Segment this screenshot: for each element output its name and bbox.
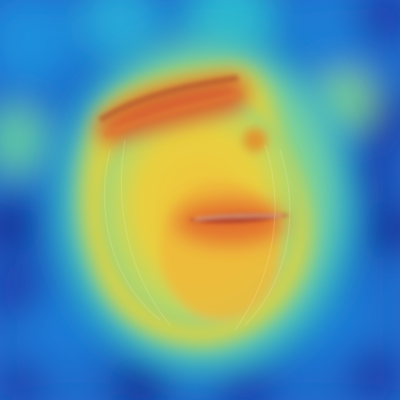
- top-ridge: [98, 75, 241, 138]
- contour-lines: [103, 139, 291, 331]
- warm-spot: [243, 128, 267, 152]
- slit-mark: [188, 213, 290, 224]
